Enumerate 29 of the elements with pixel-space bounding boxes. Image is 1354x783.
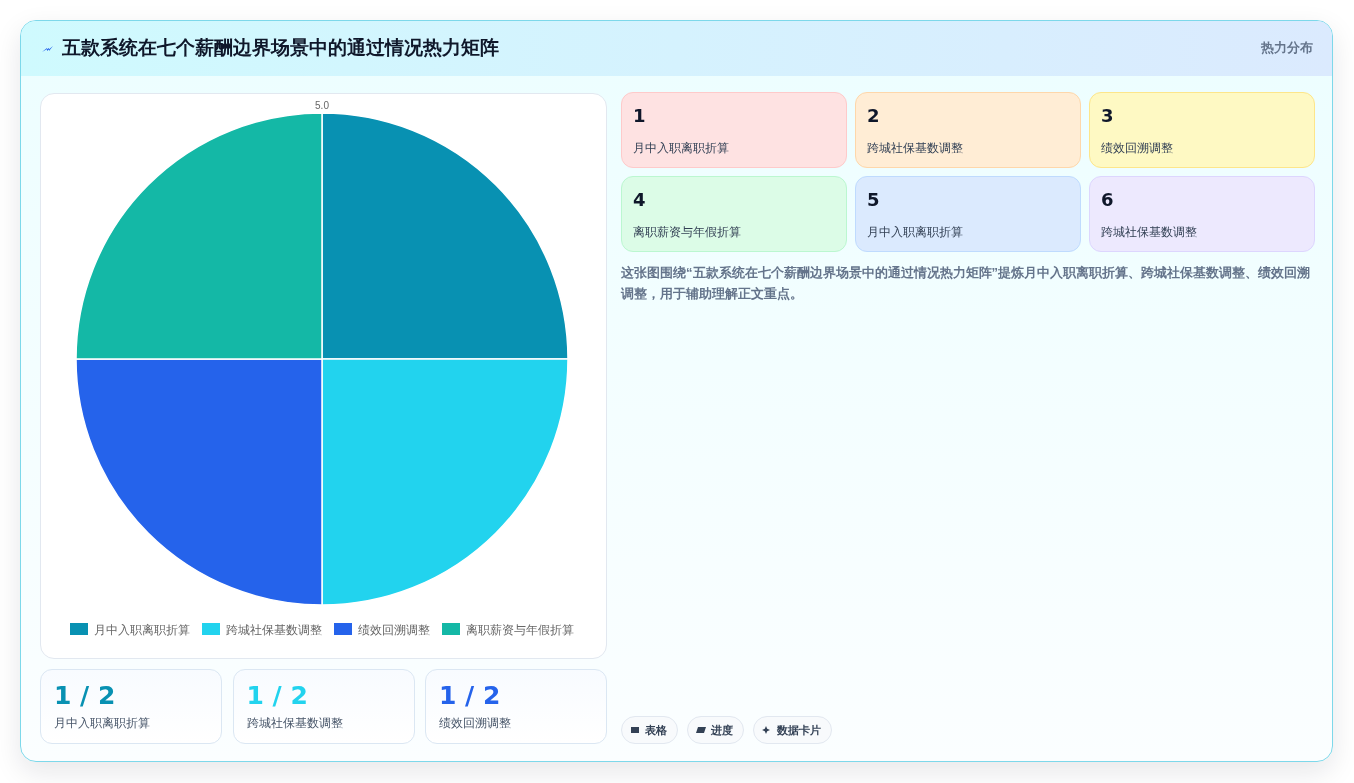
text: 1 / 2 [54,681,116,710]
legend-label: 绩效回溯调整 [358,622,430,637]
text: 绩效回溯调整 [439,715,511,731]
text: 数据卡片 [777,723,821,738]
text: 热力分布 [1261,40,1313,56]
legend-label: 离职薪资与年假折算 [466,622,574,637]
text: 跨城社保基数调整 [1101,224,1197,240]
text: 1 / 2 [246,681,308,710]
text: 月中入职离职折算 [54,715,150,731]
chart-title: 五款系统在七个薪酬边界场景中的通过情况热力矩阵 [62,36,499,60]
text: 4 [633,189,646,211]
text: 2 [867,105,880,127]
text: 跨城社保基数调整 [867,140,963,156]
text: 进度 [711,723,733,738]
text: 1 [633,105,646,127]
text: 这张图围绕“五款系统在七个薪酬边界场景中的通过情况热力矩阵”提炼月中入职离职折算、跨城社保基数调整、绩效回溯调整，用于辅助理解正文重点。 [621,264,1311,303]
text: 月中入职离职折算 [867,224,963,240]
text: 月中入职离职折算 [633,140,729,156]
text: 5.0 [315,100,330,111]
text: 5 [867,189,880,211]
text: 表格 [645,723,667,738]
text: 绩效回溯调整 [1101,140,1173,156]
legend-label: 月中入职离职折算 [94,622,190,637]
text: 6 [1101,189,1114,211]
legend-label: 跨城社保基数调整 [226,622,322,637]
text: 离职薪资与年假折算 [633,224,741,240]
text: 1 / 2 [439,681,501,710]
text: 跨城社保基数调整 [246,715,343,731]
text: 3 [1101,105,1114,127]
